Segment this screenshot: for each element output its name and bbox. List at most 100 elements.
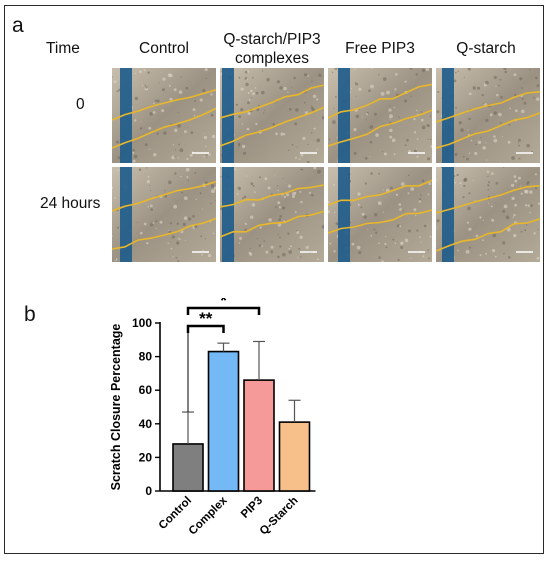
micrograph-q-starch-24h bbox=[436, 167, 540, 262]
cell-speckle bbox=[467, 129, 469, 131]
cell-speckle bbox=[255, 91, 259, 95]
cell-speckle bbox=[201, 253, 204, 256]
cell-speckle bbox=[321, 225, 324, 229]
cell-speckle bbox=[205, 145, 207, 148]
cell-speckle bbox=[210, 184, 215, 188]
scratch-edge-upper bbox=[220, 84, 324, 119]
cell-speckle bbox=[468, 192, 471, 195]
cell-speckle bbox=[466, 157, 469, 161]
cell-speckle bbox=[383, 77, 387, 81]
cell-speckle bbox=[250, 182, 254, 185]
cell-speckle bbox=[430, 138, 432, 141]
cell-speckle bbox=[378, 242, 380, 245]
cell-speckle bbox=[421, 179, 425, 183]
cell-speckle bbox=[317, 169, 321, 174]
cell-speckle bbox=[427, 193, 430, 196]
cell-speckle bbox=[404, 99, 408, 103]
cell-speckle bbox=[493, 135, 496, 138]
cell-speckle bbox=[252, 92, 255, 96]
cell-speckle bbox=[413, 208, 417, 212]
cell-speckle bbox=[535, 187, 537, 190]
scratch-edge-lower bbox=[220, 210, 324, 238]
cell-speckle bbox=[395, 73, 398, 76]
cell-speckle bbox=[144, 84, 147, 87]
cell-speckle bbox=[245, 82, 249, 87]
cell-speckle bbox=[358, 87, 362, 91]
cell-speckle bbox=[310, 106, 314, 110]
cell-speckle bbox=[419, 236, 421, 238]
cell-speckle bbox=[287, 184, 292, 188]
cell-speckle bbox=[318, 73, 322, 77]
cell-speckle bbox=[204, 238, 206, 240]
cell-speckle bbox=[499, 122, 502, 124]
cell-speckle bbox=[132, 151, 135, 154]
cell-speckle bbox=[370, 172, 373, 175]
cell-speckle bbox=[307, 143, 309, 145]
cell-speckle bbox=[213, 186, 216, 190]
scratch-edge-lower bbox=[328, 209, 432, 234]
cell-speckle bbox=[503, 68, 507, 70]
cell-speckle bbox=[328, 138, 331, 141]
cell-speckle bbox=[507, 140, 511, 144]
cell-speckle bbox=[244, 228, 247, 232]
cell-speckle bbox=[311, 193, 314, 197]
cell-speckle bbox=[279, 245, 282, 248]
cell-speckle bbox=[266, 78, 270, 82]
cell-speckle bbox=[235, 103, 238, 106]
cell-speckle bbox=[303, 101, 306, 104]
column-header-complexes: Q-starch/PIP3 complexes bbox=[223, 31, 321, 67]
cell-speckle bbox=[150, 208, 153, 211]
cell-speckle bbox=[468, 92, 472, 96]
cell-speckle bbox=[426, 124, 429, 127]
cell-speckle bbox=[247, 111, 251, 116]
cell-speckle bbox=[333, 211, 336, 214]
cell-speckle bbox=[399, 225, 402, 228]
cell-speckle bbox=[185, 86, 189, 90]
cell-speckle bbox=[370, 68, 373, 70]
y-tick-label: 40 bbox=[139, 417, 153, 431]
significance-label: ** bbox=[199, 309, 213, 328]
panel-a-letter: a bbox=[12, 14, 24, 37]
cell-speckle bbox=[189, 153, 193, 157]
cell-speckle bbox=[472, 179, 474, 181]
cell-speckle bbox=[163, 131, 167, 135]
cell-speckle bbox=[333, 107, 335, 109]
cell-speckle bbox=[364, 130, 366, 132]
cell-speckle bbox=[400, 246, 404, 249]
bar-control bbox=[172, 443, 204, 492]
cell-speckle bbox=[333, 250, 336, 253]
cell-speckle bbox=[457, 249, 459, 252]
cell-speckle bbox=[487, 189, 490, 191]
cell-speckle bbox=[288, 149, 290, 151]
cell-speckle bbox=[458, 121, 462, 125]
cell-speckle bbox=[168, 230, 170, 232]
cell-speckle bbox=[437, 91, 440, 93]
cell-speckle bbox=[220, 72, 223, 76]
cell-speckle bbox=[493, 111, 497, 115]
cell-speckle bbox=[256, 238, 258, 240]
cell-speckle bbox=[525, 224, 528, 226]
blue-marker-stripe bbox=[120, 167, 132, 262]
cell-speckle bbox=[187, 179, 190, 182]
cell-speckle bbox=[113, 80, 117, 84]
cell-speckle bbox=[420, 118, 424, 122]
cell-speckle bbox=[436, 227, 438, 229]
cell-speckle bbox=[410, 187, 415, 191]
cell-speckle bbox=[275, 206, 278, 208]
cell-speckle bbox=[287, 91, 289, 93]
cell-speckle bbox=[279, 215, 282, 218]
cell-speckle bbox=[153, 153, 157, 157]
cell-speckle bbox=[470, 139, 473, 142]
bar-chart: 0 20 40 60 80 100 Scratch Closure Percentage Co… bbox=[109, 298, 316, 537]
cell-speckle bbox=[495, 182, 499, 185]
cell-speckle bbox=[419, 194, 422, 196]
cell-speckle bbox=[169, 97, 173, 101]
cell-speckle bbox=[409, 68, 413, 70]
cell-speckle bbox=[456, 173, 459, 177]
cell-speckle bbox=[167, 242, 169, 244]
cell-speckle bbox=[200, 235, 202, 238]
cell-speckle bbox=[383, 152, 387, 156]
cell-speckle bbox=[155, 220, 158, 223]
cell-speckle bbox=[519, 185, 521, 187]
cell-speckle bbox=[482, 146, 486, 150]
